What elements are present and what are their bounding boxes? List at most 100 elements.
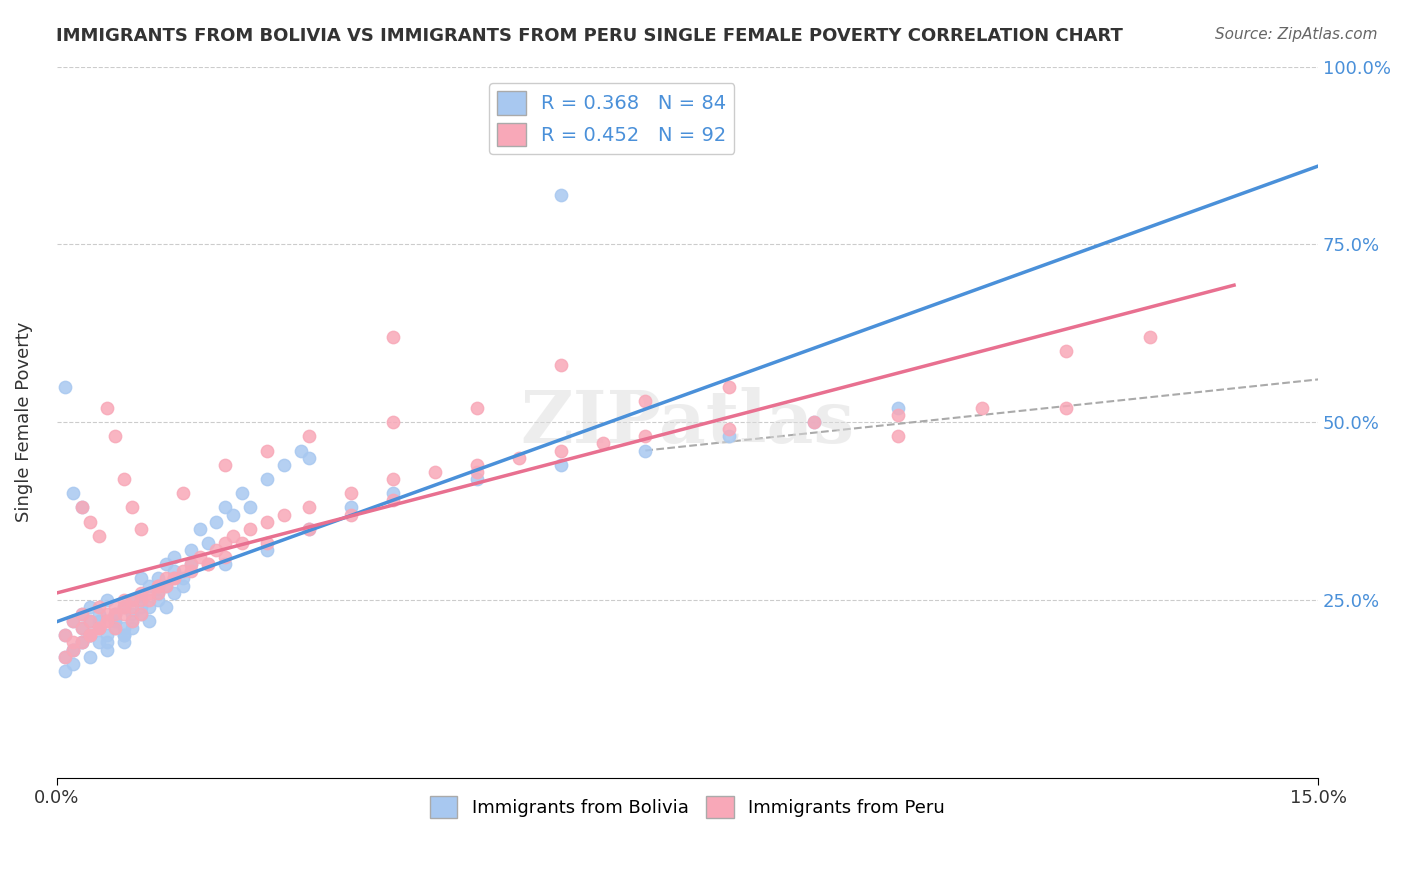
Point — [382, 415, 405, 429]
Point — [256, 443, 278, 458]
Point — [273, 508, 295, 522]
Point — [138, 599, 160, 614]
Point — [104, 621, 127, 635]
Point — [382, 330, 405, 344]
Point — [465, 401, 488, 415]
Point — [121, 599, 143, 614]
Point — [96, 614, 118, 628]
Point — [87, 529, 110, 543]
Point — [340, 486, 363, 500]
Point — [298, 522, 321, 536]
Point — [62, 642, 84, 657]
Point — [112, 628, 135, 642]
Point — [121, 500, 143, 515]
Point — [96, 592, 118, 607]
Point — [104, 614, 127, 628]
Point — [231, 536, 253, 550]
Point — [146, 579, 169, 593]
Point — [273, 458, 295, 472]
Point — [146, 592, 169, 607]
Point — [886, 429, 908, 443]
Point — [129, 572, 152, 586]
Point — [803, 415, 825, 429]
Point — [340, 508, 363, 522]
Point — [163, 550, 186, 565]
Point — [53, 628, 76, 642]
Point — [256, 515, 278, 529]
Point — [87, 614, 110, 628]
Point — [340, 500, 363, 515]
Point — [129, 607, 152, 621]
Text: Source: ZipAtlas.com: Source: ZipAtlas.com — [1215, 27, 1378, 42]
Point — [96, 642, 118, 657]
Point — [112, 607, 135, 621]
Point — [104, 607, 127, 621]
Point — [803, 415, 825, 429]
Point — [70, 635, 93, 649]
Point — [970, 401, 993, 415]
Point — [138, 614, 160, 628]
Point — [70, 500, 93, 515]
Point — [70, 621, 93, 635]
Point — [508, 450, 530, 465]
Point — [197, 558, 219, 572]
Point — [129, 592, 152, 607]
Point — [718, 429, 741, 443]
Point — [214, 536, 236, 550]
Point — [62, 614, 84, 628]
Point — [146, 585, 169, 599]
Point — [172, 565, 194, 579]
Point — [62, 486, 84, 500]
Point — [87, 599, 110, 614]
Point — [121, 592, 143, 607]
Point — [129, 607, 152, 621]
Point — [129, 522, 152, 536]
Legend: Immigrants from Bolivia, Immigrants from Peru: Immigrants from Bolivia, Immigrants from… — [423, 789, 952, 825]
Point — [634, 393, 657, 408]
Point — [146, 579, 169, 593]
Point — [79, 628, 101, 642]
Point — [188, 522, 211, 536]
Point — [256, 543, 278, 558]
Point — [79, 515, 101, 529]
Point — [465, 465, 488, 479]
Point — [180, 558, 202, 572]
Point — [121, 614, 143, 628]
Point — [146, 585, 169, 599]
Point — [112, 628, 135, 642]
Point — [180, 543, 202, 558]
Point — [1054, 343, 1077, 358]
Point — [180, 565, 202, 579]
Point — [70, 607, 93, 621]
Point — [96, 401, 118, 415]
Point — [180, 558, 202, 572]
Point — [298, 522, 321, 536]
Point — [70, 607, 93, 621]
Point — [87, 621, 110, 635]
Point — [465, 458, 488, 472]
Point — [53, 649, 76, 664]
Point — [112, 592, 135, 607]
Point — [382, 493, 405, 508]
Point — [53, 628, 76, 642]
Point — [79, 614, 101, 628]
Point — [87, 635, 110, 649]
Point — [465, 472, 488, 486]
Point — [104, 614, 127, 628]
Point — [53, 649, 76, 664]
Point — [79, 628, 101, 642]
Point — [231, 486, 253, 500]
Point — [382, 472, 405, 486]
Point — [79, 628, 101, 642]
Point — [172, 579, 194, 593]
Point — [550, 458, 572, 472]
Point — [138, 579, 160, 593]
Y-axis label: Single Female Poverty: Single Female Poverty — [15, 322, 32, 523]
Point — [155, 579, 177, 593]
Point — [214, 458, 236, 472]
Point — [423, 465, 446, 479]
Point — [163, 585, 186, 599]
Point — [634, 429, 657, 443]
Point — [214, 500, 236, 515]
Point — [121, 607, 143, 621]
